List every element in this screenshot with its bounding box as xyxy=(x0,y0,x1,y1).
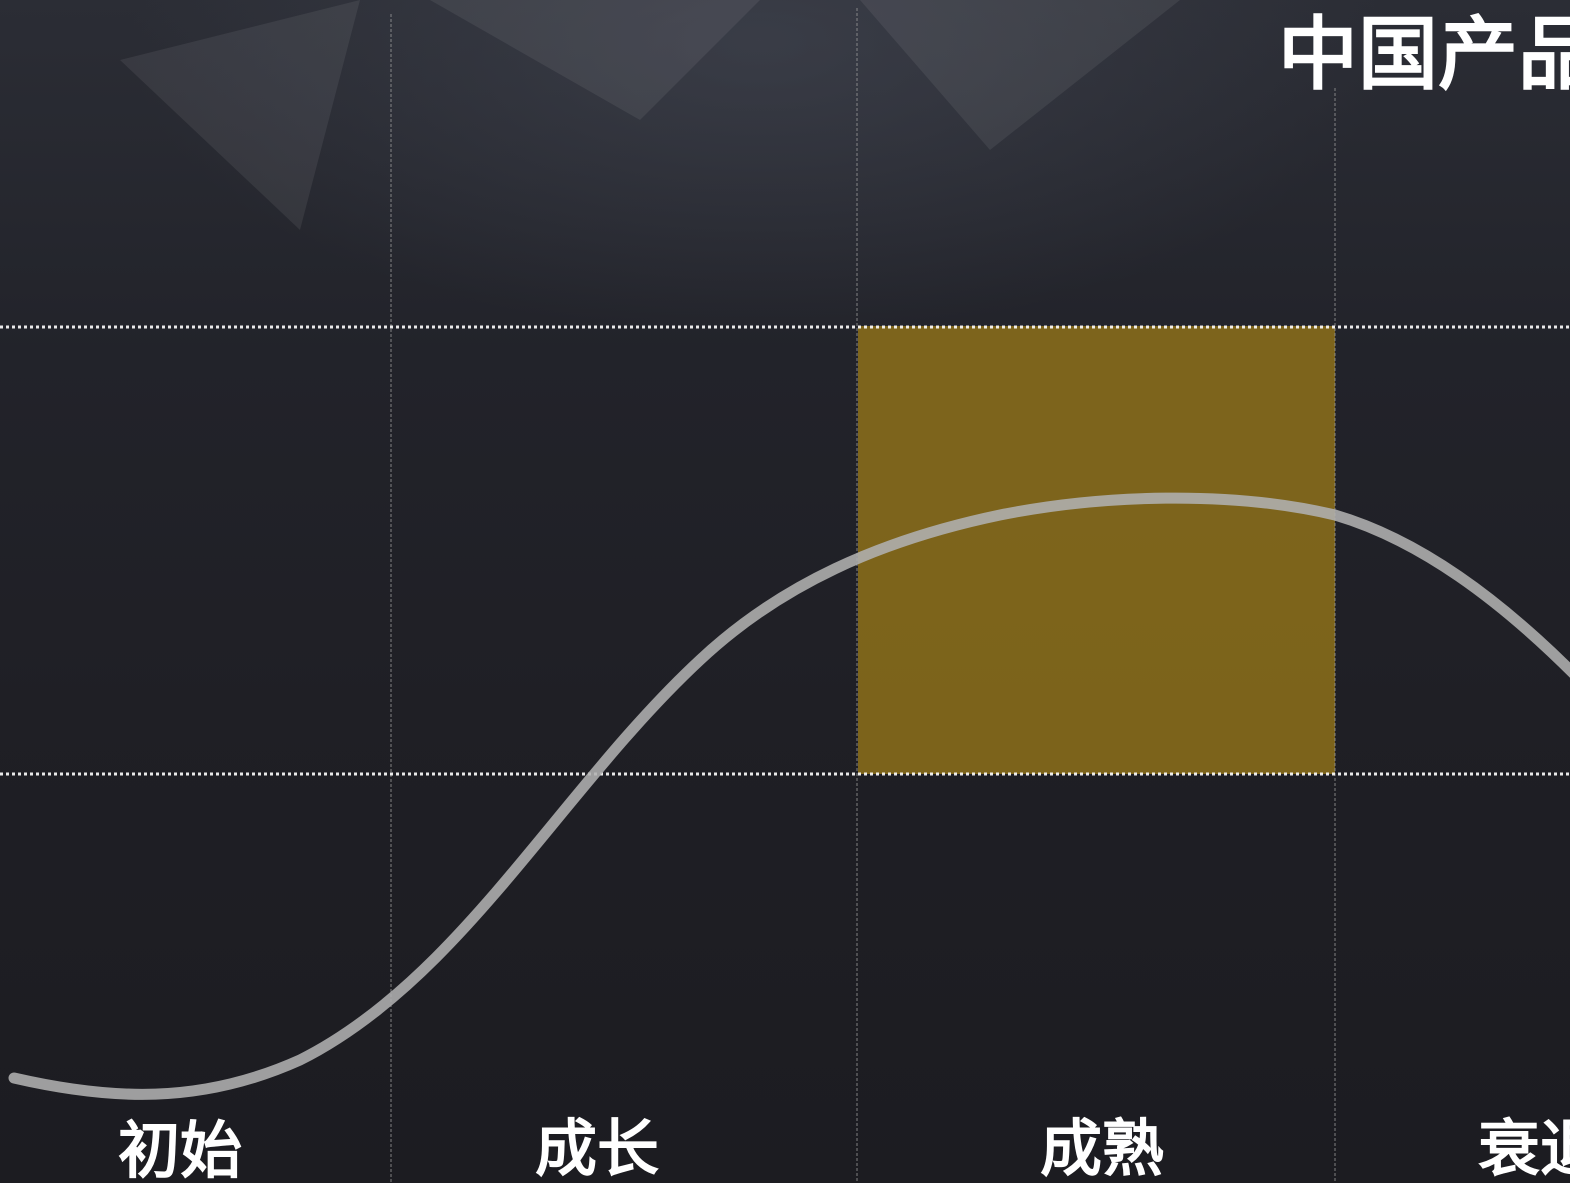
stage-label-decline: 衰退 xyxy=(1478,1112,1570,1183)
stage-label-growth: 成长 xyxy=(535,1112,659,1183)
brand-logo-text: 中国产品经 xyxy=(1278,7,1570,101)
lifecycle-curve xyxy=(8,492,1570,1100)
background-facets xyxy=(120,0,1180,230)
mature-stage-highlight xyxy=(858,326,1335,774)
stage-dividers xyxy=(390,8,1336,1183)
stage-label-maturity: 成熟 xyxy=(1040,1112,1164,1183)
stage-label-initial: 初始 xyxy=(118,1114,242,1183)
reference-lines xyxy=(0,325,1570,776)
